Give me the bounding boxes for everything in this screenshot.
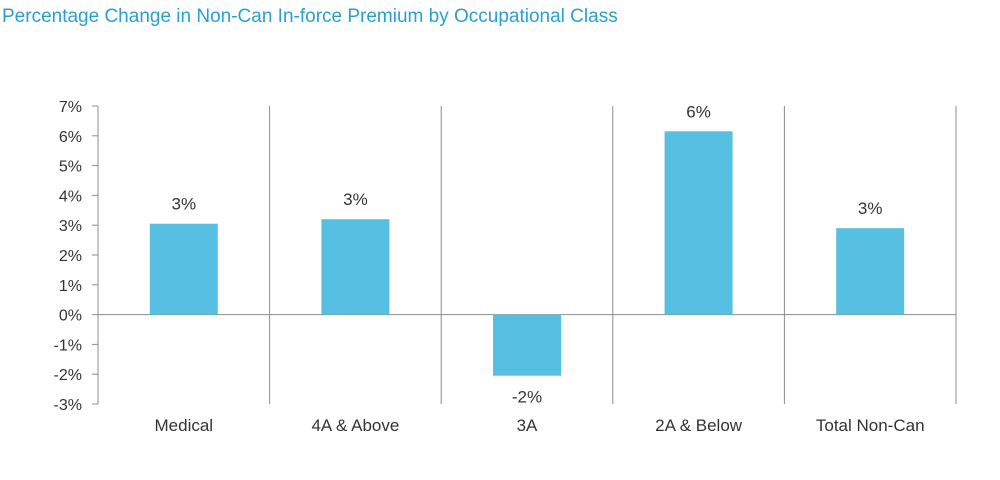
y-tick-label: 2% <box>59 248 82 265</box>
category-label: Medical <box>155 416 214 435</box>
y-tick-label: -2% <box>54 367 82 384</box>
chart-title: Percentage Change in Non-Can In-force Pr… <box>2 6 618 27</box>
bar <box>664 131 733 315</box>
y-tick-label: 4% <box>59 188 82 205</box>
y-tick-label: 1% <box>59 278 82 295</box>
data-label: 3% <box>343 190 368 209</box>
category-label: 2A & Below <box>655 416 743 435</box>
category-label: 3A <box>517 416 538 435</box>
bar <box>493 314 561 376</box>
category-label: 4A & Above <box>311 416 399 435</box>
category-label: Total Non-Can <box>816 416 925 435</box>
bar <box>149 223 218 315</box>
y-tick-label: -3% <box>54 397 82 414</box>
data-label: -2% <box>512 388 542 407</box>
y-tick-label: -1% <box>54 337 82 354</box>
y-tick-label: 6% <box>59 129 82 146</box>
bars-group <box>149 131 905 376</box>
y-tick-label: 7% <box>59 99 82 116</box>
y-tick-label: 3% <box>59 218 82 235</box>
bar <box>321 219 390 315</box>
y-tick-label: 0% <box>59 308 82 325</box>
y-tick-label: 5% <box>59 159 82 176</box>
bar <box>836 228 905 315</box>
labels-group: 3% Medical 3% 4A & Above -2% 3A 6% 2A & Below 3%… <box>155 102 925 435</box>
data-label: 6% <box>686 102 711 121</box>
data-label: 3% <box>858 199 883 218</box>
data-label: 3% <box>172 195 197 214</box>
